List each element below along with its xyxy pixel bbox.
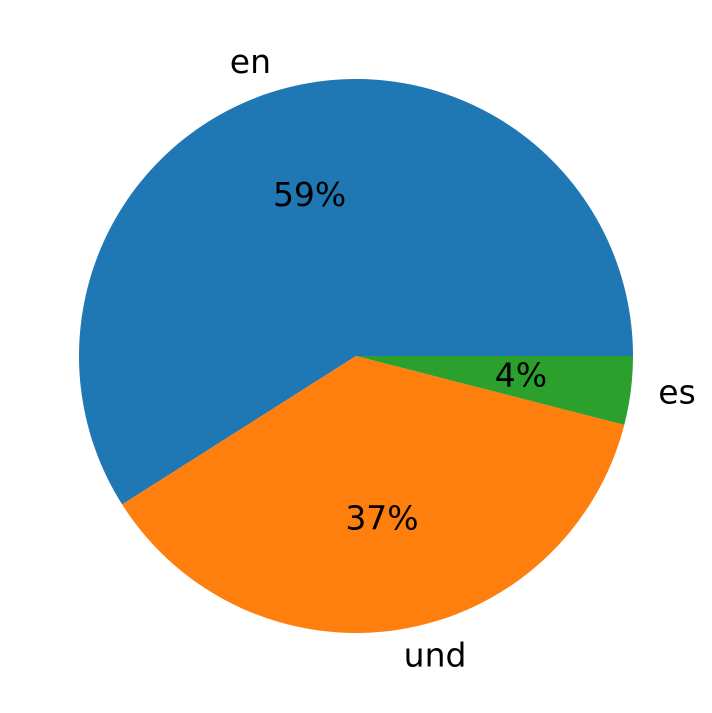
- value-label: 37%: [345, 499, 418, 538]
- pie-slice: [78, 78, 633, 505]
- pie-slice: [356, 356, 633, 425]
- category-label: es: [658, 373, 696, 412]
- pie-slice: [122, 356, 625, 634]
- category-label: en: [230, 42, 271, 81]
- value-label: 59%: [273, 175, 346, 214]
- category-label: und: [404, 635, 467, 674]
- value-label: 4%: [495, 355, 547, 394]
